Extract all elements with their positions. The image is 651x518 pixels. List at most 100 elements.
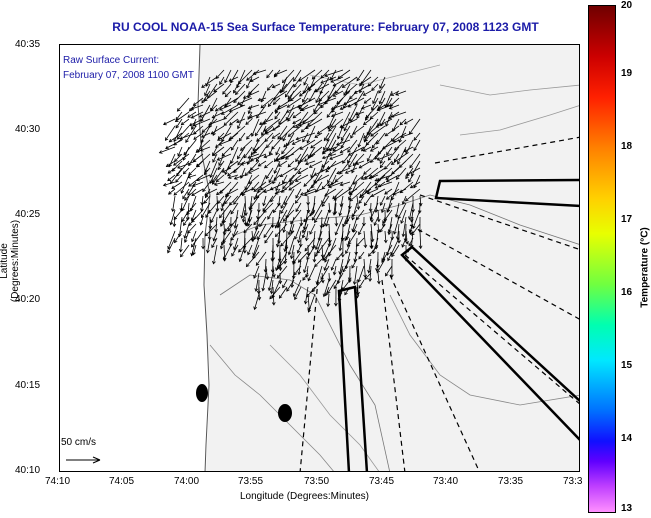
current-vector	[379, 223, 386, 233]
current-vector-head	[316, 130, 321, 135]
current-vector	[387, 251, 393, 261]
current-vector	[260, 181, 274, 191]
current-vector	[237, 97, 253, 105]
current-vector-head	[320, 279, 325, 284]
current-vector-head	[404, 258, 408, 262]
current-vector	[213, 83, 225, 93]
current-vector	[201, 202, 204, 212]
current-vector	[384, 230, 387, 243]
current-vector	[272, 167, 281, 184]
current-vector-head	[340, 254, 345, 258]
current-vector-head	[358, 231, 362, 236]
current-vector	[293, 76, 302, 88]
current-vector	[376, 118, 393, 128]
current-vector	[246, 132, 253, 140]
current-vector	[318, 90, 330, 102]
current-vector	[253, 188, 260, 200]
current-vector	[330, 76, 344, 83]
current-vector-head	[347, 279, 352, 283]
current-vector	[298, 167, 309, 174]
current-vector	[328, 181, 344, 188]
current-vector-head	[306, 256, 310, 260]
current-vector-head	[259, 186, 264, 191]
current-vector	[322, 209, 330, 227]
current-vector	[193, 132, 204, 140]
current-vector	[285, 146, 302, 160]
current-vector	[174, 230, 183, 243]
current-vector	[219, 76, 225, 85]
current-vector	[339, 258, 344, 275]
temperature-colorbar	[588, 5, 616, 513]
current-vector	[352, 216, 358, 232]
current-vector	[328, 118, 344, 132]
current-vector-head	[327, 239, 332, 244]
current-vector-head	[208, 121, 213, 126]
current-vector-head	[249, 206, 253, 210]
current-vector	[188, 167, 197, 176]
current-vector-head	[174, 118, 179, 122]
current-vector	[201, 90, 211, 104]
current-vector-head	[247, 155, 251, 159]
current-vector-head	[201, 84, 205, 88]
current-vector-head	[369, 245, 374, 250]
current-vector	[287, 111, 295, 122]
current-vector-head	[332, 148, 337, 152]
current-vector	[301, 125, 309, 133]
current-vector	[257, 174, 267, 193]
current-vector	[229, 118, 239, 126]
current-vector-head	[273, 170, 278, 174]
current-vector-head	[299, 222, 304, 227]
current-vector-head	[418, 245, 423, 250]
current-vector	[184, 188, 197, 201]
current-vector	[287, 83, 302, 99]
current-vector	[346, 202, 351, 223]
current-vector-head	[188, 107, 193, 112]
current-vector	[212, 146, 225, 156]
current-vector-head	[370, 193, 375, 197]
colorbar-title: Temperature (°C)	[639, 227, 651, 308]
current-vector-head	[323, 137, 328, 142]
current-vector-head	[300, 128, 305, 133]
current-vector-head	[222, 219, 227, 224]
current-vector-head	[282, 185, 286, 190]
current-vector-head	[319, 90, 323, 95]
current-vector	[381, 202, 386, 213]
current-vector	[219, 104, 232, 111]
current-vector-head	[405, 241, 409, 245]
current-vector	[253, 139, 267, 154]
current-vector-head	[374, 209, 379, 213]
current-vector-head	[193, 136, 197, 140]
current-vector-head	[188, 183, 192, 187]
current-vector	[307, 146, 316, 159]
current-vector-head	[211, 244, 215, 249]
current-vector	[181, 174, 190, 194]
current-vector	[413, 174, 421, 188]
current-vector	[227, 160, 239, 169]
current-vector	[349, 188, 365, 202]
current-vector	[293, 265, 302, 276]
current-vector	[374, 216, 379, 226]
current-vector	[280, 202, 288, 214]
current-vector	[211, 237, 218, 248]
current-vector	[348, 188, 358, 194]
current-vector	[203, 195, 211, 204]
current-vector	[411, 160, 421, 176]
current-vector	[201, 132, 211, 138]
current-vector	[350, 111, 358, 123]
current-vector-head	[264, 131, 269, 135]
current-vector	[262, 272, 267, 291]
current-vector-head	[367, 269, 371, 274]
current-vector	[379, 160, 386, 168]
current-vector-head	[253, 188, 258, 192]
current-vector	[306, 230, 309, 241]
current-vector	[356, 111, 365, 115]
current-vector	[361, 139, 372, 152]
current-vector-head	[201, 99, 205, 104]
current-vector	[226, 188, 239, 196]
current-vector-head	[360, 105, 365, 110]
current-vector	[269, 286, 281, 300]
current-vector-head	[217, 200, 221, 204]
current-vector	[282, 174, 288, 184]
current-vector-head	[288, 187, 293, 191]
current-vector-head	[167, 170, 172, 174]
